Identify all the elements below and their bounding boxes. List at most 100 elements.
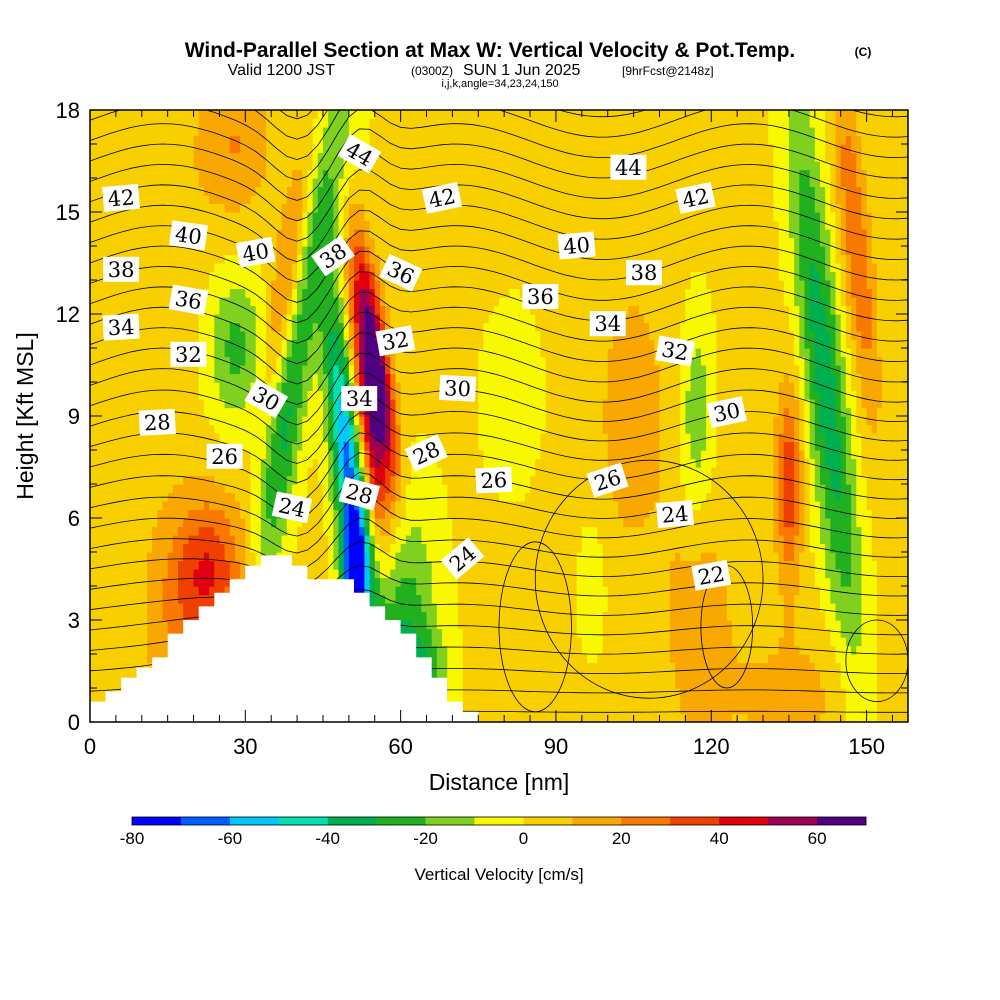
w-cell (742, 705, 749, 715)
w-cell (467, 577, 474, 587)
w-cell (731, 705, 738, 715)
w-cell (814, 518, 821, 528)
w-cell (499, 509, 505, 519)
w-cell (530, 654, 536, 664)
w-cell (483, 654, 490, 664)
w-cell (809, 671, 816, 681)
w-cell (643, 552, 650, 562)
w-cell (607, 679, 614, 689)
w-cell (685, 611, 692, 621)
w-cell (799, 569, 806, 579)
w-cell (716, 492, 723, 502)
w-cell (390, 569, 397, 579)
w-cell (478, 577, 485, 587)
w-cell (524, 696, 531, 706)
w-cell (550, 637, 557, 647)
valid-line: Valid 1200 JST (0300Z) SUN 1 Jun 2025 [9… (228, 62, 714, 79)
w-cell (493, 535, 500, 545)
w-cell (587, 518, 593, 528)
w-cell (649, 611, 655, 621)
w-cell (643, 611, 650, 621)
w-cell (809, 705, 816, 715)
w-cell (519, 509, 526, 519)
w-cell (183, 526, 189, 536)
valid-time-label: Valid 1200 JST (228, 62, 336, 79)
w-cell (716, 458, 723, 468)
w-cell (814, 688, 821, 698)
w-cell (814, 492, 821, 502)
w-cell (680, 535, 686, 545)
w-cell (488, 679, 495, 689)
w-cell (245, 518, 252, 528)
w-cell (214, 509, 221, 519)
w-cell (519, 586, 526, 596)
w-cell (561, 603, 567, 613)
w-cell (509, 467, 516, 477)
w-cell (700, 645, 707, 655)
w-cell (892, 467, 899, 477)
w-cell (105, 654, 112, 664)
w-cell (250, 560, 257, 570)
w-cell (136, 450, 143, 460)
w-cell (550, 526, 557, 536)
w-cell (783, 543, 790, 553)
w-cell (804, 611, 811, 621)
w-cell (638, 611, 645, 621)
w-cell (95, 543, 101, 553)
w-cell (157, 526, 164, 536)
w-cell (442, 577, 448, 587)
w-cell (654, 577, 661, 587)
w-cell (379, 501, 386, 511)
w-cell (607, 509, 614, 519)
w-cell (255, 475, 262, 485)
w-cell (592, 662, 598, 672)
w-cell (162, 577, 169, 587)
w-cell (136, 518, 143, 528)
w-cell (747, 577, 754, 587)
w-cell (462, 628, 469, 638)
w-cell (654, 645, 661, 655)
w-cell (638, 603, 645, 613)
w-cell (882, 560, 888, 570)
w-cell (871, 458, 878, 468)
w-cell (530, 603, 536, 613)
w-cell (809, 475, 816, 485)
w-cell (566, 662, 573, 672)
w-cell (436, 475, 443, 485)
w-cell (851, 577, 857, 587)
w-cell (152, 594, 158, 604)
w-cell (555, 705, 562, 715)
w-cell (535, 620, 542, 630)
w-cell (167, 560, 174, 570)
w-cell (768, 484, 774, 494)
w-cell (690, 543, 697, 553)
w-cell (638, 696, 645, 706)
w-cell (607, 637, 614, 647)
w-cell (390, 603, 397, 613)
w-cell (561, 475, 567, 485)
w-cell (633, 518, 640, 528)
w-cell (493, 501, 500, 511)
w-cell (478, 713, 485, 722)
w-cell (819, 484, 826, 494)
w-cell (638, 526, 645, 536)
w-cell (814, 484, 821, 494)
w-cell (90, 450, 96, 460)
w-cell (649, 535, 655, 545)
w-cell (255, 450, 262, 460)
w-cell (571, 475, 578, 485)
w-cell (763, 688, 769, 698)
w-cell (146, 560, 153, 570)
w-cell (333, 518, 340, 528)
w-cell (209, 526, 215, 536)
w-cell (390, 484, 397, 494)
w-cell (245, 467, 252, 477)
w-cell (410, 535, 417, 545)
w-cell (416, 509, 422, 519)
w-cell (804, 662, 811, 672)
w-cell (431, 526, 438, 536)
w-cell (840, 458, 847, 468)
w-cell (488, 705, 495, 715)
w-cell (462, 679, 469, 689)
w-cell (830, 628, 837, 638)
